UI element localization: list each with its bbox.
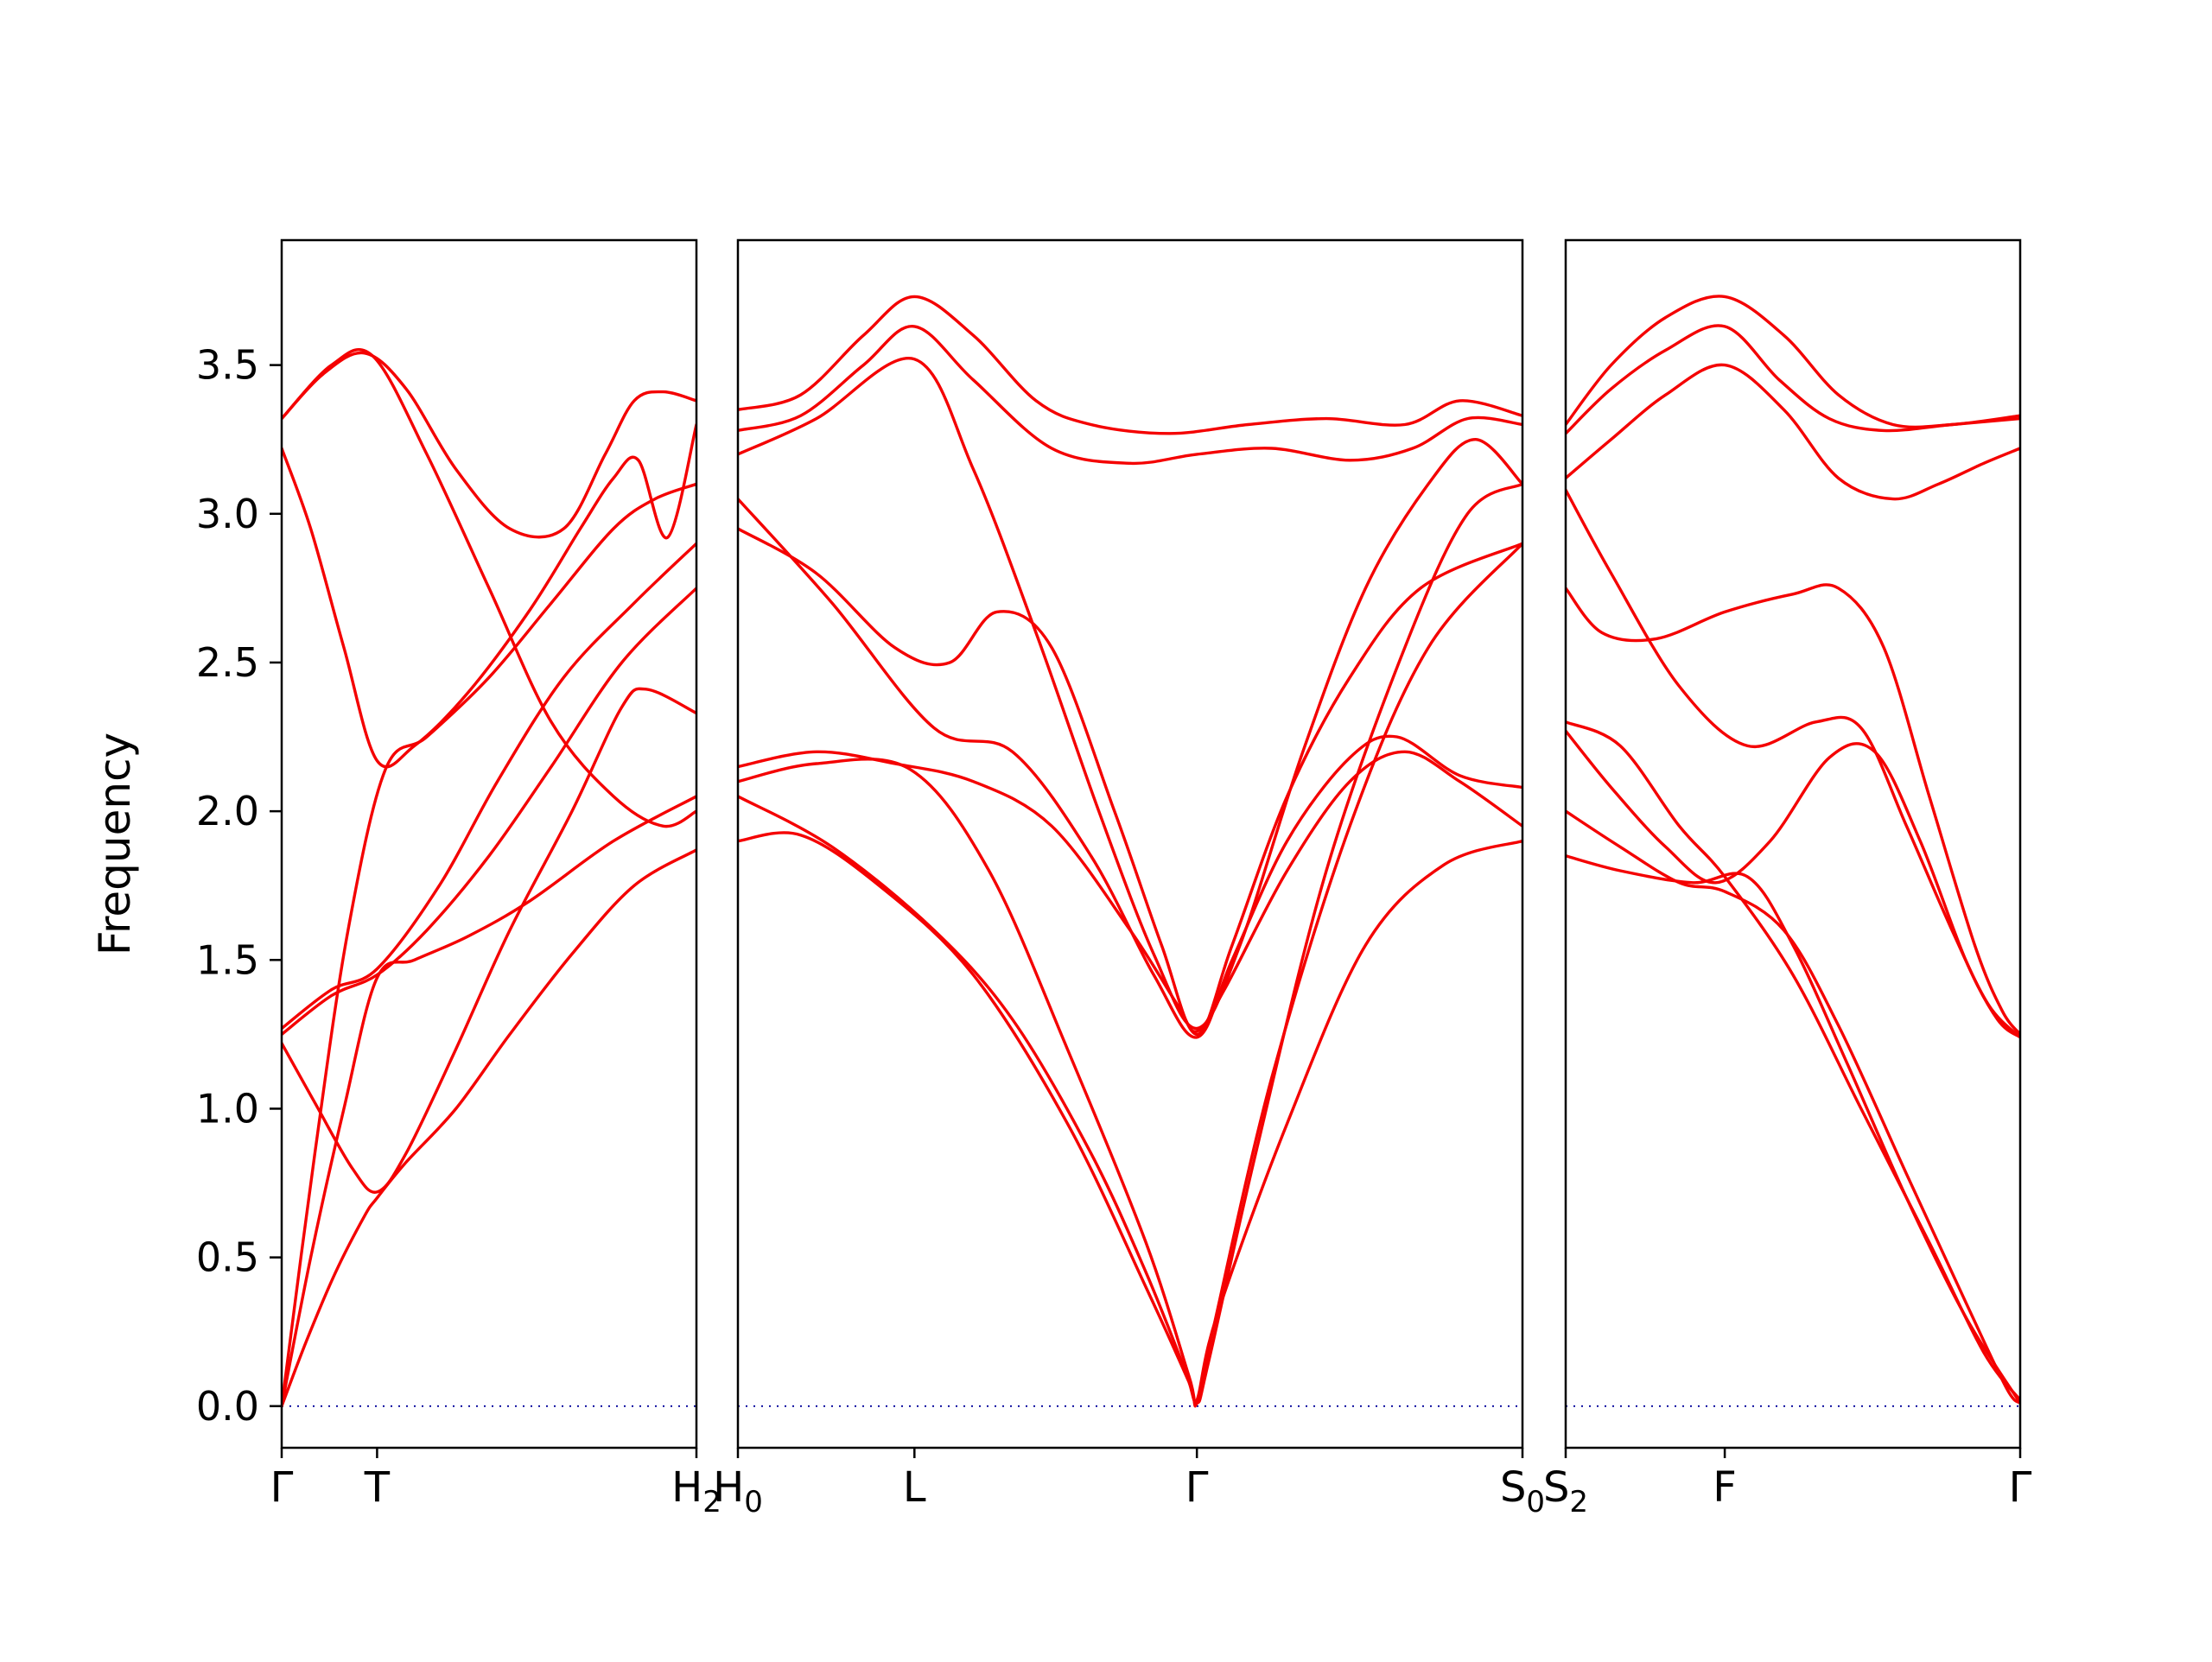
band-curve [1566, 324, 2020, 435]
band-curve [282, 351, 696, 539]
panel-gamma-T-H2 [282, 347, 696, 1408]
x-axis-tick-label: H2 [671, 1463, 721, 1519]
band-curve [282, 542, 696, 1031]
band-curve [282, 687, 696, 1194]
band-curve [738, 497, 1522, 1039]
y-axis-tick-label: 0.0 [196, 1383, 259, 1430]
x-axis-tick-label: Γ [2009, 1463, 2032, 1512]
band-curve [738, 527, 1522, 1037]
y-axis-tick-label: 2.0 [196, 788, 259, 834]
y-axis-tick-label: 2.5 [196, 639, 259, 686]
y-axis-title: Frequency [90, 733, 140, 955]
band-curve [738, 758, 1522, 1406]
band-curve [738, 295, 1522, 435]
band-curve [1566, 363, 2020, 501]
x-axis-tick-label: F [1713, 1463, 1737, 1512]
band-curve [1566, 583, 2020, 1037]
band-curve [282, 422, 696, 769]
x-axis-tick-label: Γ [1185, 1463, 1209, 1512]
y-axis-tick-label: 3.0 [196, 491, 259, 537]
band-curve [738, 482, 1522, 1405]
band-curve [1566, 854, 2020, 1405]
band-curve [738, 356, 1522, 1031]
x-axis-tick-label: S2 [1543, 1463, 1588, 1519]
x-axis-tick-label: S0 [1500, 1463, 1545, 1519]
panel-border [1564, 238, 2022, 1449]
band-curve [1566, 720, 2020, 1402]
band-curve [738, 325, 1522, 466]
band-curve [282, 795, 696, 1408]
band-curve [282, 848, 696, 1408]
band-curve [282, 482, 696, 1408]
panel-border [736, 238, 1524, 1449]
band-curve [1566, 295, 2020, 429]
x-axis-tick-label: T [364, 1463, 391, 1512]
band-curve [282, 587, 696, 1037]
band-curve [1566, 729, 2020, 1039]
band-curve [282, 347, 696, 828]
x-axis-tick-label: Γ [270, 1463, 294, 1512]
panel-S2-F-gamma [1566, 295, 2020, 1407]
y-axis-tick-label: 1.5 [196, 936, 259, 983]
band-curve [738, 750, 1522, 1033]
panel-H0-L-gamma-S0 [738, 295, 1522, 1408]
x-axis-tick-label: L [903, 1463, 926, 1512]
y-axis-tick-label: 1.0 [196, 1085, 259, 1132]
panel-border [280, 238, 698, 1449]
y-axis-tick-label: 0.5 [196, 1234, 259, 1281]
y-axis-tick-label: 3.5 [196, 342, 259, 389]
x-axis-tick-label: H0 [713, 1463, 763, 1519]
band-curve [1566, 809, 2020, 1405]
band-curve [738, 542, 1522, 1408]
band-curve [1566, 488, 2020, 1039]
